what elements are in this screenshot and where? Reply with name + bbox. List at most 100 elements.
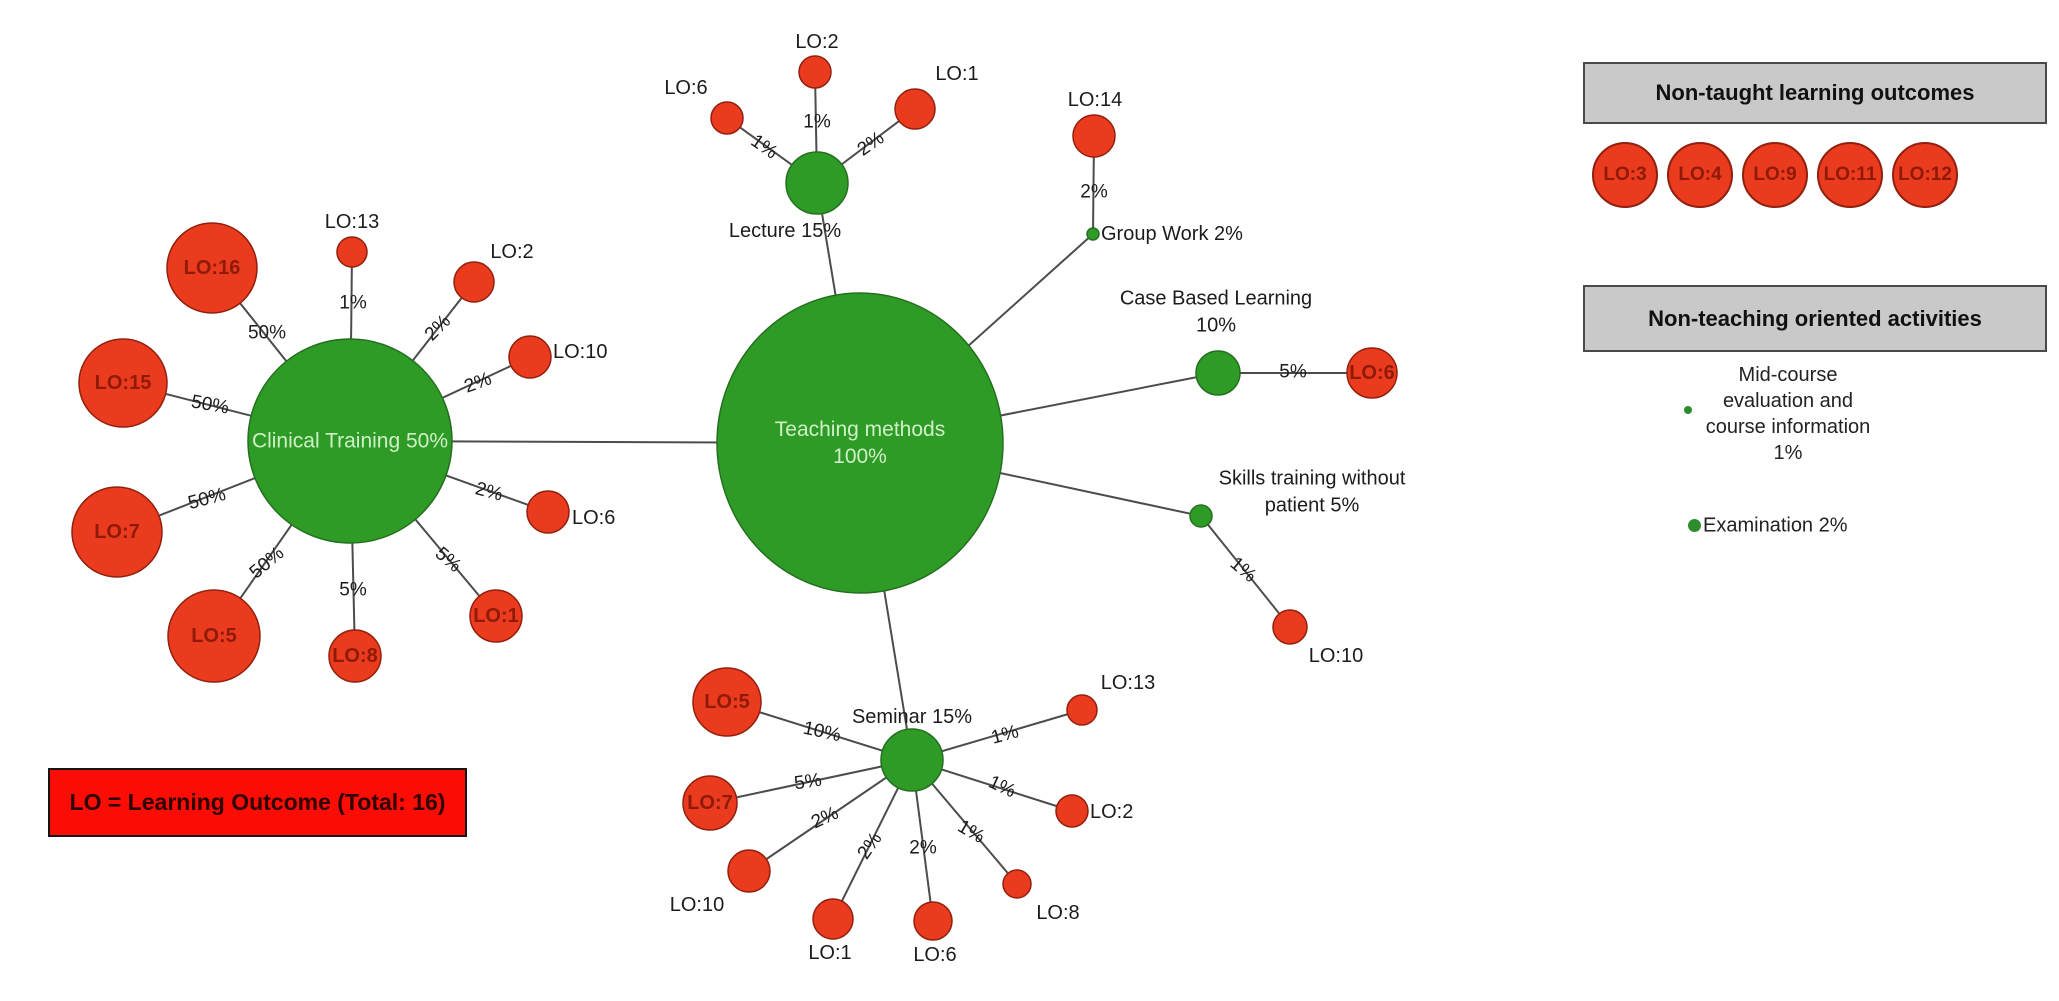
lo-definition-note-text: LO = Learning Outcome (Total: 16): [69, 789, 446, 815]
edge-label-seminar-sem-lo13: 1%: [989, 721, 1021, 748]
examination-label: Examination 2%: [1703, 514, 1848, 537]
edge-label-clinical-training-clin-lo2: 2%: [421, 311, 455, 345]
label-sem-lo6: LO:6: [913, 944, 956, 966]
non-taught-lo-circle: LO:12: [1892, 142, 1958, 208]
lo-chip-label: LO:11: [1823, 164, 1877, 185]
edge-label-seminar-sem-lo1: 2%: [854, 829, 887, 864]
edge-seminar-sem-lo10: [748, 759, 913, 872]
edge-label-seminar-sem-lo7: 5%: [793, 770, 823, 795]
edge-label-seminar-sem-lo6: 2%: [909, 838, 937, 859]
node-case-based-learning: [1195, 350, 1241, 396]
node-clinical-training: [247, 338, 453, 544]
label-skills-training: Skills training without patient 5%: [1219, 468, 1406, 517]
lo-definition-note: LO = Learning Outcome (Total: 16): [48, 768, 467, 837]
label-lec-lo6: LO:6: [664, 77, 707, 99]
label-skills-lo10: LO:10: [1309, 645, 1363, 667]
edge-label-clinical-training-clin-lo6: 2%: [473, 478, 505, 505]
label-lecture: Lecture 15%: [729, 220, 842, 242]
label-sem-lo13: LO:13: [1101, 672, 1155, 694]
label-sem-lo8: LO:8: [1036, 902, 1079, 924]
node-clin-lo13: [336, 236, 368, 268]
node-sem-lo8: [1002, 869, 1032, 899]
node-seminar: [880, 728, 944, 792]
label-sem-lo2: LO:2: [1090, 801, 1133, 823]
midcourse-label-line: course information: [1705, 416, 1871, 438]
label-group-work: Group Work 2%: [1101, 223, 1243, 245]
node-label-clin-lo1: LO:1: [473, 605, 519, 627]
node-sem-lo5: [692, 667, 762, 737]
lo-chip-label: LO:9: [1753, 164, 1797, 185]
node-clin-lo1: [469, 589, 523, 643]
node-clin-lo16: [166, 222, 258, 314]
node-cbl-lo6: [1346, 347, 1398, 399]
examination-node-dot: [1688, 519, 1701, 532]
label-gw-lo14: LO:14: [1068, 89, 1122, 111]
midcourse-node-dot: [1684, 406, 1692, 414]
edge-label-group-work-gw-lo14: 2%: [1080, 182, 1108, 203]
edge-label-clinical-training-clin-lo15: 50%: [189, 391, 230, 418]
node-clin-lo7: [71, 486, 163, 578]
non-taught-lo-circle: LO:4: [1667, 142, 1733, 208]
edge-skills-training-skills-lo10: [1200, 515, 1291, 628]
non-taught-lo-circle: LO:9: [1742, 142, 1808, 208]
node-skills-training: [1189, 504, 1213, 528]
lo-chip-label: LO:3: [1603, 164, 1647, 185]
edge-label-clinical-training-clin-lo8: 5%: [339, 580, 367, 601]
node-clin-lo10: [508, 335, 552, 379]
node-label-clin-lo15: LO:15: [95, 372, 152, 394]
non-taught-lo-circle: LO:11: [1817, 142, 1883, 208]
node-gw-lo14: [1072, 114, 1116, 158]
label-lec-lo1: LO:1: [935, 63, 978, 85]
node-label-clin-lo8: LO:8: [332, 645, 378, 667]
edge-label-clinical-training-clin-lo16: 50%: [248, 323, 286, 344]
node-lec-lo2: [798, 55, 832, 89]
node-label-sem-lo7: LO:7: [687, 792, 733, 814]
edge-label-skills-training-skills-lo10: 1%: [1226, 553, 1261, 587]
node-sem-lo10: [727, 849, 771, 893]
node-clin-lo8: [328, 629, 382, 683]
edge-label-case-based-learning-cbl-lo6: 5%: [1279, 362, 1307, 383]
lo-chip-label: LO:12: [1898, 164, 1952, 185]
node-sem-lo2: [1055, 794, 1089, 828]
non-taught-legend-header: Non-taught learning outcomes: [1583, 62, 2047, 124]
edge-label-seminar-sem-lo2: 1%: [985, 772, 1019, 803]
non-taught-lo-row: LO:3 LO:4 LO:9 LO:11 LO:12: [1592, 142, 1958, 208]
node-label-sem-lo5: LO:5: [704, 691, 750, 713]
label-seminar: Seminar 15%: [852, 706, 972, 728]
midcourse-label-line: evaluation and: [1722, 390, 1854, 412]
edge-label-clinical-training-clin-lo13: 1%: [339, 293, 367, 314]
edge-label-clinical-training-clin-lo10: 2%: [462, 368, 495, 397]
edge-label-clinical-training-clin-lo7: 50%: [186, 484, 228, 514]
label-sem-lo1: LO:1: [808, 942, 851, 964]
label-clin-lo2: LO:2: [490, 241, 533, 263]
node-lecture: [785, 151, 849, 215]
midcourse-label: Mid-course evaluation and course informa…: [1660, 362, 1916, 466]
node-clin-lo5: [167, 589, 261, 683]
node-clin-lo15: [78, 338, 168, 428]
label-sem-lo10: LO:10: [670, 894, 724, 916]
node-group-work: [1086, 227, 1100, 241]
node-label-clin-lo16: LO:16: [184, 257, 241, 279]
node-sem-lo7: [682, 775, 738, 831]
node-label-teaching-methods: Teaching methods 100%: [775, 418, 945, 468]
non-teaching-legend-title: Non-teaching oriented activities: [1648, 305, 1982, 331]
edge-label-clinical-training-clin-lo5: 50%: [246, 543, 289, 584]
node-label-cbl-lo6: LO:6: [1349, 362, 1395, 384]
node-label-clinical-training: Clinical Training 50%: [252, 430, 448, 453]
non-taught-legend-title: Non-taught learning outcomes: [1655, 80, 1975, 105]
edge-label-lecture-lec-lo2: 1%: [803, 112, 831, 133]
node-teaching-methods: [716, 292, 1004, 594]
node-lec-lo1: [894, 88, 936, 130]
node-skills-lo10: [1272, 609, 1308, 645]
node-clin-lo2: [453, 261, 495, 303]
midcourse-label-line: Mid-course: [1738, 364, 1838, 386]
node-label-clin-lo5: LO:5: [191, 625, 237, 647]
node-sem-lo6: [913, 901, 953, 941]
label-case-based-learning: Case Based Learning 10%: [1120, 288, 1312, 337]
label-clin-lo10: LO:10: [553, 341, 607, 363]
node-sem-lo13: [1066, 694, 1098, 726]
label-clin-lo6: LO:6: [572, 507, 615, 529]
edge-label-seminar-sem-lo5: 10%: [801, 718, 843, 746]
